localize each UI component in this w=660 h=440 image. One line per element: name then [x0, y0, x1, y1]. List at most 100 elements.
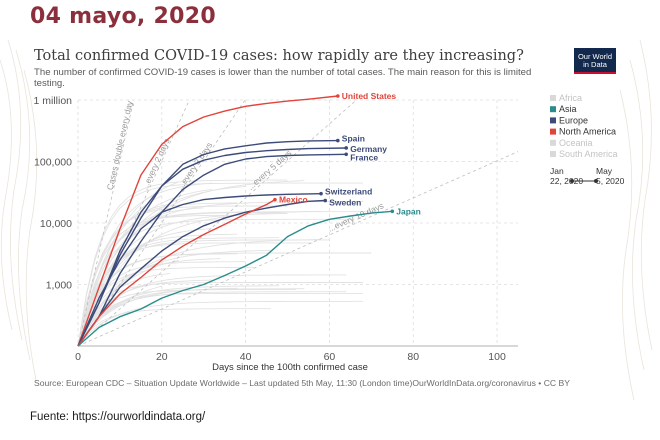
chart-subtitle: The number of confirmed COVID-19 cases i…	[34, 67, 532, 89]
source-note: Source: European CDC – Situation Update …	[34, 378, 570, 388]
series-label[interactable]: Sweden	[329, 198, 361, 208]
x-tick-label: 0	[75, 351, 81, 363]
x-tick-label: 40	[240, 351, 252, 363]
series-line[interactable]	[77, 147, 347, 347]
legend-swatch[interactable]	[550, 151, 556, 157]
legend-swatch[interactable]	[550, 139, 556, 146]
timeline-end-handle[interactable]	[594, 179, 598, 183]
series-label[interactable]: Mexico	[279, 195, 308, 205]
legend-swatch[interactable]	[550, 95, 556, 101]
doubling-reference-lines: Cases double every day ...every 2 days...…	[77, 99, 519, 347]
other-country-line	[77, 279, 213, 347]
other-country-line	[77, 179, 288, 347]
series-end-point[interactable]	[323, 198, 328, 203]
series-label[interactable]: France	[350, 152, 378, 162]
reference-line	[77, 151, 519, 347]
series-end-point[interactable]	[319, 191, 323, 196]
other-country-line	[77, 205, 288, 347]
slide-title: 04 mayo, 2020	[30, 4, 216, 29]
other-country-line	[77, 285, 280, 347]
x-tick-label: 20	[156, 351, 168, 363]
other-country-line	[77, 210, 322, 347]
series-label[interactable]: United States	[342, 91, 397, 101]
logo-line-1: Our World	[577, 52, 613, 61]
legend-swatch[interactable]	[550, 128, 556, 135]
timeline-label-line: 22, 2020	[550, 176, 583, 186]
legend-item-label[interactable]: Asia	[559, 104, 577, 114]
axes: Days since the 100th confirmed case	[212, 362, 368, 373]
series-line[interactable]	[77, 95, 338, 347]
x-tick-label: 100	[488, 351, 506, 363]
series-line[interactable]	[77, 210, 393, 347]
timeline-start-handle[interactable]	[570, 179, 574, 183]
series-line[interactable]	[77, 153, 347, 347]
y-tick-label: 100,000	[34, 157, 72, 169]
logo-line-2: in Data	[583, 60, 607, 69]
owid-logo[interactable]: Our World in Data	[574, 48, 616, 74]
grid: 1,000 10,000 100,000 1 million 0 20 40 60 80 100	[33, 95, 518, 363]
legend-item-label[interactable]: North America	[559, 127, 616, 137]
other-country-line	[77, 228, 213, 347]
series-label[interactable]: Japan	[396, 206, 421, 216]
legend-item-label[interactable]: South America	[559, 149, 618, 159]
other-country-line	[77, 258, 221, 347]
x-tick-label: 60	[324, 351, 336, 363]
series-line[interactable]	[77, 199, 326, 347]
series-end-point[interactable]	[344, 146, 348, 150]
x-axis-label: Days since the 100th confirmed case	[212, 362, 368, 373]
series-line[interactable]	[77, 198, 276, 347]
other-country-line	[77, 213, 288, 347]
timeline-start: Jan 22, 2020	[550, 166, 583, 186]
series-label[interactable]: Germany	[350, 144, 387, 154]
other-country-line	[77, 252, 372, 347]
reference-line-label: ...every 5 days	[245, 148, 293, 192]
other-country-line	[77, 203, 171, 347]
legend-item-label[interactable]: Europe	[559, 115, 588, 125]
credit-text[interactable]: OurWorldInData.org/coronavirus • CC BY	[412, 378, 570, 388]
timeline-end: May 5, 2020	[596, 166, 625, 186]
y-tick-label: 1,000	[46, 280, 72, 292]
series-line[interactable]	[77, 193, 322, 347]
other-country-line	[77, 181, 179, 347]
reference-line	[77, 99, 246, 347]
other-countries-lines	[77, 179, 372, 347]
other-country-line	[77, 266, 254, 347]
slide-footer: Fuente: https://ourworldindata.org/	[30, 411, 206, 423]
y-tick-label: 1 million	[33, 95, 72, 107]
other-country-line	[77, 182, 363, 347]
series-line[interactable]	[77, 139, 338, 347]
series-end-point[interactable]	[336, 94, 340, 98]
legend-item-label[interactable]: Africa	[559, 93, 582, 103]
x-tick-label: 80	[407, 351, 419, 363]
timeline-label-line: May	[596, 166, 613, 176]
chart-title: Total confirmed COVID-19 cases: how rapi…	[34, 48, 524, 64]
series-label[interactable]: Spain	[342, 134, 365, 144]
timeline-label-line: Jan	[550, 166, 564, 176]
timeline-label-line: 5, 2020	[596, 176, 625, 186]
legend-swatch[interactable]	[550, 106, 556, 113]
other-country-line	[77, 211, 372, 347]
timeline-control[interactable]: Jan 22, 2020 May 5, 2020	[550, 166, 625, 186]
other-country-line	[77, 180, 305, 347]
other-country-line	[77, 291, 347, 347]
series-end-point[interactable]	[336, 138, 340, 143]
reference-line	[77, 99, 357, 347]
other-country-line	[77, 289, 296, 347]
y-tick-label: 10,000	[40, 218, 72, 230]
series-label[interactable]: Switzerland	[325, 187, 372, 197]
other-country-line	[77, 287, 238, 347]
reference-line	[77, 99, 135, 347]
reference-line-label: Cases double every day	[105, 99, 135, 191]
series-end-point[interactable]	[344, 152, 348, 157]
legend-swatch[interactable]	[550, 117, 556, 124]
legend-item-label[interactable]: Oceania	[559, 138, 593, 148]
series-end-point[interactable]	[390, 209, 395, 214]
series-end-point[interactable]	[273, 197, 277, 202]
other-country-line	[77, 235, 162, 347]
source-text: Source: European CDC – Situation Update …	[34, 378, 413, 388]
other-country-line	[77, 300, 363, 347]
